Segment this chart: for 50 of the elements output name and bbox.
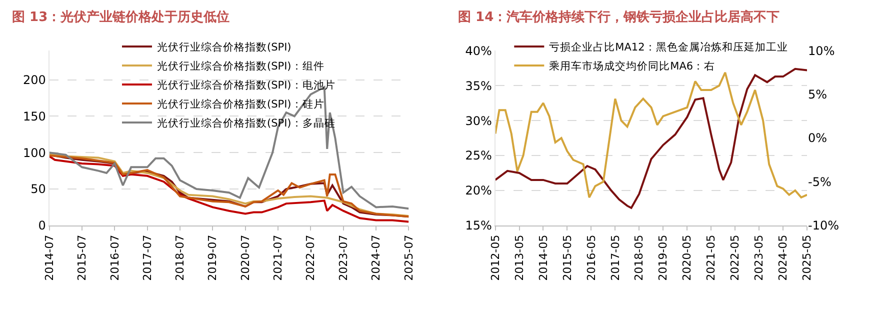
y2-tick-label: 5%	[808, 88, 828, 102]
y-tick-label: 30%	[465, 114, 492, 128]
legend-label: 光伏行业综合价格指数(SPI)：组件	[156, 60, 324, 73]
x-tick-label: 2019-07	[206, 234, 220, 281]
x-tick-label: 2020-07	[238, 234, 252, 281]
y2-tick-label: 10%	[808, 44, 835, 58]
x-tick-label: 2012-05	[488, 234, 502, 281]
y-tick-label: 100	[22, 146, 46, 160]
x-tick-label: 2021-05	[704, 234, 718, 281]
x-tick-label: 2016-07	[108, 234, 122, 281]
x-tick-label: 2013-05	[512, 234, 526, 281]
y-tick-label: 15%	[465, 218, 492, 233]
x-tick-label: 2022-07	[304, 234, 318, 281]
y-tick-label: 20%	[465, 184, 492, 198]
y-tick-label: 200	[22, 73, 46, 87]
x-tick-label: 2014-05	[536, 234, 550, 281]
y-tick-label: 25%	[465, 148, 492, 163]
y2-tick-label: -10%	[808, 218, 840, 233]
y-tick-label: 40%	[465, 44, 492, 58]
legend-label: 光伏行业综合价格指数(SPI)：电池片	[156, 78, 336, 92]
x-tick-label: 2015-07	[76, 234, 89, 281]
x-tick-label: 2018-07	[174, 234, 187, 281]
x-tick-label: 2017-07	[140, 234, 154, 281]
x-tick-label: 2022-05	[728, 234, 742, 281]
chart-title: 图 13：光伏产业链价格处于历史低位	[12, 9, 230, 25]
x-tick-label: 2025-05	[800, 234, 814, 281]
chart-title: 图 14：汽车价格持续下行，钢铁亏损企业占比居高不下	[458, 9, 780, 25]
legend-label: 光伏行业综合价格指数(SPI)：硅片	[156, 98, 324, 111]
legend-label: 亏损企业占比MA12：黑色金属冶炼和压延加工业	[549, 40, 788, 54]
y2-tick-label: -5%	[808, 174, 832, 189]
legend-label: 乘用车市场成交均价同比MA6：右	[549, 60, 716, 73]
x-tick-label: 2014-07	[42, 234, 56, 281]
x-tick-label: 2016-05	[584, 234, 598, 281]
legend-label: 光伏行业综合价格指数(SPI)	[156, 40, 292, 54]
x-tick-label: 2024-05	[776, 234, 790, 281]
x-tick-label: 2023-07	[336, 234, 350, 281]
x-tick-label: 2017-05	[608, 234, 622, 281]
y-tick-label: 150	[22, 109, 46, 124]
y-tick-label: 0	[38, 218, 46, 233]
x-tick-label: 2024-07	[370, 234, 383, 281]
x-tick-label: 2021-07	[272, 234, 285, 281]
y-tick-label: 50	[30, 182, 46, 196]
x-tick-label: 2020-05	[680, 234, 694, 281]
x-tick-label: 2023-05	[752, 234, 766, 281]
y-tick-label: 35%	[465, 78, 492, 93]
y2-tick-label: 0%	[808, 131, 828, 146]
x-tick-label: 2019-05	[656, 234, 670, 281]
x-tick-label: 2018-05	[632, 234, 646, 281]
x-tick-label: 2015-05	[560, 234, 574, 281]
x-tick-label: 2025-07	[402, 234, 416, 281]
